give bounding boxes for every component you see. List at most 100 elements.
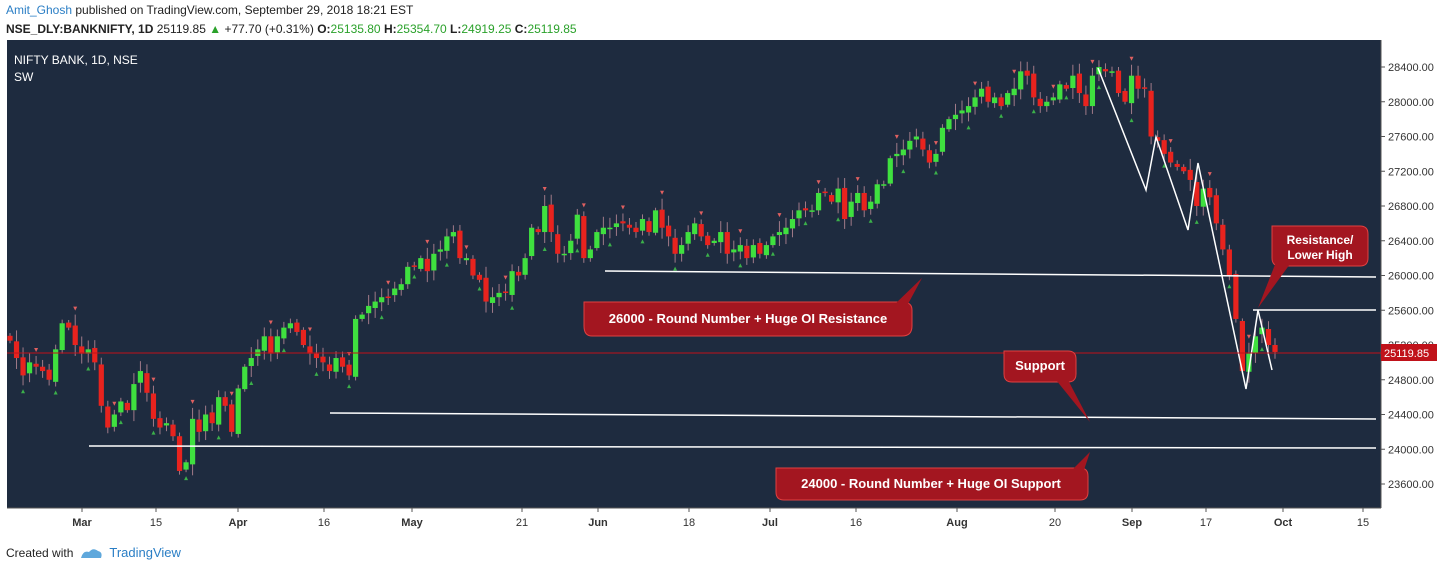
candle-body [137, 371, 144, 383]
candle-body [26, 362, 33, 374]
candle-body [307, 346, 313, 354]
candle-body [157, 418, 163, 428]
swing-low-marker [542, 247, 547, 252]
x-tick-label: 15 [1357, 517, 1369, 529]
candle-body [1089, 75, 1096, 107]
swing-high-marker [816, 180, 821, 185]
swing-low-marker [151, 430, 156, 435]
y-tick-label: 24800.00 [1388, 375, 1434, 387]
candle-body [463, 258, 470, 261]
candle-body [561, 253, 567, 256]
candle-body [535, 229, 541, 233]
swing-low-marker [314, 371, 319, 376]
candle-body [1272, 345, 1278, 352]
x-tick-label: 15 [150, 517, 162, 529]
x-tick-label: Aug [946, 517, 967, 529]
candle-body [1239, 321, 1245, 372]
annotation-support-24000-text: 24000 - Round Number + Huge OI Support [801, 476, 1061, 491]
candle-body [437, 249, 443, 252]
candle-body [1005, 93, 1011, 105]
candle-body [20, 357, 26, 376]
swing-low-marker [347, 384, 352, 389]
candle-body [750, 245, 756, 258]
annotation-resistance[interactable]: 26000 - Round Number + Huge OI Resistanc… [583, 278, 922, 337]
candle-body [72, 325, 78, 345]
candle-body [659, 209, 665, 228]
swing-high-marker [464, 245, 469, 250]
candle-body [613, 223, 620, 228]
candle-body [985, 86, 991, 102]
candle-body [672, 237, 678, 254]
swing-high-marker [1207, 172, 1212, 177]
candle-body [815, 192, 822, 211]
candle-body [965, 106, 972, 113]
annotation-support-24000[interactable]: 24000 - Round Number + Huge OI Support [775, 452, 1090, 501]
swing-low-marker [184, 476, 189, 481]
candle-body [1168, 151, 1174, 163]
candle-body [555, 234, 561, 254]
candle-body [346, 364, 352, 376]
candle-body [105, 406, 111, 428]
candle-body [1070, 75, 1076, 89]
candle-body [868, 201, 874, 209]
support-line-24000 [88, 445, 1377, 449]
swing-low-marker [868, 218, 873, 223]
candle-body [1200, 188, 1206, 207]
high-value: 25354.70 [396, 22, 447, 36]
high-label: H: [383, 22, 397, 36]
annotation-support[interactable]: Support [1003, 350, 1090, 422]
candle-body [13, 341, 20, 359]
candle-body [1031, 73, 1037, 98]
candle-body [229, 404, 235, 432]
candle-body [516, 271, 522, 276]
candle-body [568, 240, 574, 254]
candle-body [418, 258, 424, 269]
swing-high-marker [112, 401, 117, 406]
candle-body [1011, 88, 1017, 96]
annotation-lower-high-line1: Resistance/ [1287, 233, 1354, 247]
candle-body [855, 192, 861, 204]
candle-body [424, 258, 430, 272]
candle-body [176, 436, 183, 471]
swing-high-marker [34, 347, 39, 352]
candle-body [744, 245, 750, 259]
candle-body [33, 363, 39, 367]
swing-high-marker [620, 205, 625, 210]
x-tick-label: May [401, 517, 423, 529]
candle-body [379, 297, 385, 303]
candle-body [489, 297, 496, 303]
swing-low-marker [1227, 284, 1232, 289]
candle-body [111, 414, 117, 427]
candle-body [776, 232, 783, 236]
swing-low-marker [836, 217, 841, 222]
price-chart[interactable]: NIFTY BANK, 1D, NSE SW 28400.0028000.002… [0, 40, 1444, 540]
created-with-text: Created with [6, 545, 74, 560]
candle-body [313, 353, 320, 359]
tradingview-link[interactable]: TradingView [109, 545, 181, 560]
annotation-lower-high[interactable]: Resistance/ Lower High [1258, 225, 1369, 308]
candle-body [522, 258, 528, 275]
candle-body [1050, 97, 1056, 101]
candle-body [1194, 182, 1200, 206]
footer: Created with TradingView [6, 545, 181, 560]
candle-body [887, 158, 893, 184]
x-tick-label: Jul [762, 517, 778, 529]
candle-body [470, 258, 476, 276]
candle-body [1187, 169, 1193, 180]
candle-body [907, 140, 913, 150]
x-tick-label: Jun [588, 517, 608, 529]
author-link[interactable]: Amit_Ghosh [6, 3, 73, 17]
swing-low-marker [412, 274, 417, 279]
candle-body [607, 227, 613, 230]
candle-body [946, 119, 952, 130]
candle-body [98, 364, 104, 406]
y-tick-label: 26800.00 [1388, 201, 1434, 213]
candle-body [46, 369, 52, 380]
swing-low-marker [249, 380, 254, 385]
swing-high-marker [229, 391, 234, 396]
candle-body [1109, 71, 1115, 73]
candle-body [802, 208, 809, 211]
candle-body [287, 323, 293, 329]
swing-low-marker [901, 169, 906, 174]
candle-body [66, 322, 72, 328]
